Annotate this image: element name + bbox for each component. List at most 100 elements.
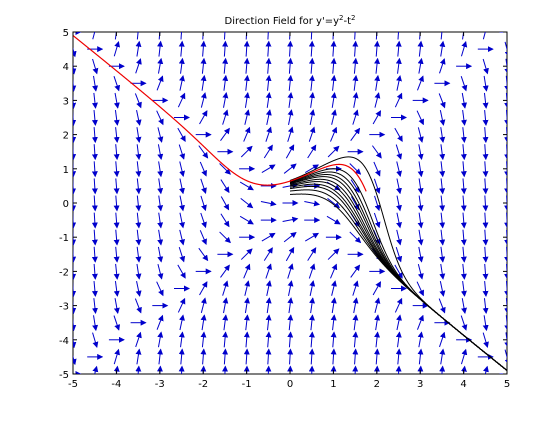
direction-arrow <box>92 315 99 332</box>
direction-arrow <box>417 127 424 143</box>
direction-arrow <box>179 229 186 246</box>
direction-arrow <box>287 74 294 91</box>
direction-arrow <box>113 315 121 331</box>
direction-arrow <box>73 354 77 366</box>
direction-arrow <box>395 144 403 160</box>
direction-arrow <box>309 109 316 125</box>
direction-arrow <box>352 92 359 108</box>
direction-arrow <box>244 92 250 108</box>
x-tick-label: 2 <box>374 379 380 390</box>
direction-arrow <box>439 348 446 365</box>
direction-arrow <box>352 74 359 91</box>
direction-arrow <box>73 299 77 315</box>
y-tick-label: 4 <box>63 62 69 73</box>
direction-arrow <box>113 144 120 161</box>
direction-arrow <box>73 62 77 75</box>
direction-arrow <box>482 32 486 40</box>
direction-arrow <box>352 109 359 125</box>
direction-arrow <box>157 246 164 263</box>
direction-arrow <box>177 297 186 313</box>
direction-arrow <box>304 232 320 242</box>
direction-arrow <box>327 197 341 209</box>
direction-arrow <box>73 110 77 126</box>
direction-arrow <box>287 109 294 125</box>
direction-arrow <box>265 57 272 74</box>
direction-arrow <box>157 161 164 178</box>
direction-arrow <box>460 348 468 365</box>
direction-arrow <box>326 215 341 225</box>
direction-arrow <box>461 298 467 314</box>
direction-arrow <box>287 57 294 74</box>
direction-arrow <box>331 280 337 296</box>
direction-arrow <box>263 247 273 261</box>
direction-arrow <box>240 197 254 209</box>
direction-arrow <box>243 263 251 279</box>
direction-arrow <box>222 74 229 91</box>
direction-arrow <box>330 57 337 74</box>
direction-arrow <box>396 178 402 195</box>
x-tick-label: 1 <box>330 379 336 390</box>
direction-arrow <box>460 246 467 263</box>
direction-arrow <box>265 91 272 108</box>
direction-arrow <box>397 32 400 40</box>
x-tick-label: 5 <box>504 379 510 390</box>
direction-arrow <box>73 127 77 144</box>
direction-arrow <box>200 314 207 331</box>
direction-arrow <box>223 32 226 40</box>
direction-arrow <box>220 264 230 278</box>
direction-arrow <box>416 281 424 297</box>
direction-arrow <box>200 74 207 91</box>
direction-arrow <box>91 127 98 144</box>
direction-arrow <box>287 331 294 348</box>
direction-arrow <box>417 331 424 348</box>
direction-arrow <box>504 212 507 229</box>
direction-arrow <box>135 161 142 178</box>
y-tick-label: 3 <box>63 96 69 107</box>
direction-arrow <box>157 212 164 229</box>
direction-arrow <box>504 41 507 58</box>
direction-arrow <box>245 32 248 40</box>
direction-arrow <box>482 246 489 263</box>
direction-arrow <box>395 331 402 348</box>
direction-arrow <box>419 32 421 40</box>
direction-arrow <box>222 92 229 108</box>
direction-arrow <box>374 195 381 212</box>
direction-arrow <box>157 229 164 246</box>
direction-arrow <box>289 32 291 40</box>
direction-arrow <box>308 314 315 331</box>
y-tick-label: 2 <box>63 131 69 142</box>
direction-arrow <box>265 314 272 331</box>
direction-arrow <box>482 298 489 315</box>
y-tick-label: 0 <box>63 199 69 210</box>
direction-arrow <box>113 161 120 178</box>
direction-arrow <box>180 32 183 40</box>
direction-arrow <box>198 247 209 262</box>
direction-arrow <box>222 280 229 296</box>
direction-arrow <box>350 179 360 194</box>
direction-arrow <box>504 298 507 315</box>
direction-arrow <box>330 297 337 314</box>
direction-arrow <box>439 127 446 144</box>
direction-arrow <box>179 212 185 229</box>
direction-arrow <box>287 314 294 331</box>
direction-arrow <box>265 74 272 91</box>
direction-arrow <box>113 109 120 126</box>
direction-arrow <box>417 212 424 229</box>
direction-arrow <box>483 365 489 374</box>
y-tick-label: 1 <box>63 165 69 176</box>
direction-arrow <box>135 127 142 144</box>
direction-arrow <box>263 144 273 159</box>
direction-arrow <box>416 110 424 126</box>
direction-arrow <box>354 32 356 40</box>
direction-arrow <box>73 195 77 212</box>
direction-arrow <box>157 331 164 348</box>
direction-arrow <box>73 78 77 92</box>
direction-arrow <box>417 348 424 365</box>
direction-arrow <box>91 263 98 280</box>
direction-arrow <box>504 75 507 92</box>
direction-arrow <box>417 246 424 263</box>
direction-arrow <box>73 161 77 178</box>
direction-arrow <box>200 40 207 57</box>
direction-arrow <box>92 365 99 374</box>
